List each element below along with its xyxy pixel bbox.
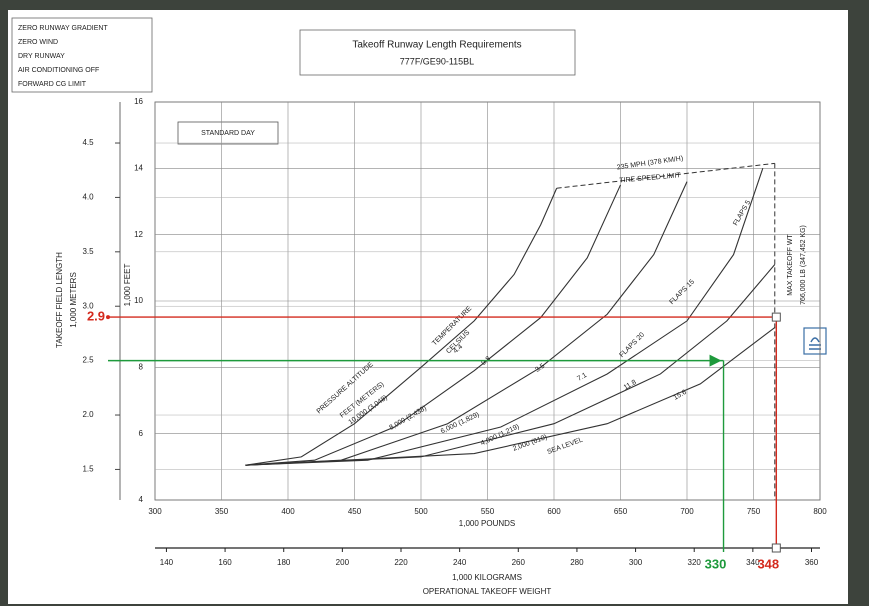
x-tick-label: 500 [414, 507, 428, 516]
x-tick-label: 750 [747, 507, 761, 516]
y2-tick-label: 2.0 [82, 410, 94, 419]
x2-tick-label: 200 [336, 558, 350, 567]
annotation: MAX TAKEOFF WT [787, 233, 794, 295]
x2-tick-label: 240 [453, 558, 467, 567]
y-axis-label: 1,000 FEET [123, 264, 132, 307]
y2-tick-label: 4.0 [82, 193, 94, 202]
x-tick-label: 550 [481, 507, 495, 516]
chart-subtitle: 777F/GE90-115BL [400, 56, 474, 66]
x2-tick-label: 220 [394, 558, 408, 567]
annotation: 766,000 LB (347,452 KG) [800, 225, 807, 305]
y2-tick-label: 4.5 [82, 138, 94, 147]
y2-tick-label: 3.5 [82, 247, 94, 256]
x-tick-label: 300 [148, 507, 162, 516]
x-tick-label: 800 [813, 507, 827, 516]
y2-tick-label: 2.5 [82, 356, 94, 365]
x-tick-label: 600 [547, 507, 561, 516]
note: AIR CONDITIONING OFF [18, 67, 99, 74]
y-tick-label: 16 [134, 97, 143, 106]
screenshot: Takeoff Runway Length Requirements 777F/… [0, 0, 869, 606]
x2-tick-label: 140 [160, 558, 174, 567]
note: ZERO WIND [18, 39, 58, 46]
reference-value-label: 2.9 [87, 309, 105, 324]
x2-axis-title: OPERATIONAL TAKEOFF WEIGHT [423, 587, 552, 596]
x-tick-label: 350 [215, 507, 229, 516]
x2-tick-label: 280 [570, 558, 584, 567]
y-axis-title: TAKEOFF FIELD LENGTH [55, 252, 64, 348]
reference-dot [106, 315, 110, 319]
reference-value-label: 330 [705, 556, 727, 571]
chart-title: Takeoff Runway Length Requirements [352, 40, 521, 51]
y-tick-label: 8 [139, 362, 144, 371]
note: DRY RUNWAY [18, 53, 65, 60]
note: ZERO RUNWAY GRADIENT [18, 25, 108, 32]
annotation: STANDARD DAY [201, 130, 255, 137]
icon-button[interactable] [804, 328, 826, 354]
note: FORWARD CG LIMIT [18, 81, 87, 88]
y2-axis-label: 1,000 METERS [69, 272, 78, 328]
y2-tick-label: 1.5 [82, 465, 94, 474]
x-tick-label: 650 [614, 507, 628, 516]
reference-value-label: 348 [757, 556, 779, 571]
x2-tick-label: 320 [688, 558, 702, 567]
y-tick-label: 6 [139, 429, 144, 438]
x2-tick-label: 260 [512, 558, 526, 567]
reference-marker [772, 544, 780, 552]
y-tick-label: 14 [134, 163, 143, 172]
x2-tick-label: 180 [277, 558, 291, 567]
y-tick-label: 4 [139, 495, 144, 504]
x2-axis-label: 1,000 KILOGRAMS [452, 573, 522, 582]
x-tick-label: 450 [348, 507, 362, 516]
x-tick-label: 700 [680, 507, 694, 516]
reference-marker [772, 313, 780, 321]
y-tick-label: 12 [134, 230, 143, 239]
x2-tick-label: 300 [629, 558, 643, 567]
x-tick-label: 400 [281, 507, 295, 516]
x-axis-label: 1,000 POUNDS [459, 519, 515, 528]
y-tick-label: 10 [134, 296, 143, 305]
x2-tick-label: 360 [805, 558, 819, 567]
x2-tick-label: 160 [218, 558, 232, 567]
